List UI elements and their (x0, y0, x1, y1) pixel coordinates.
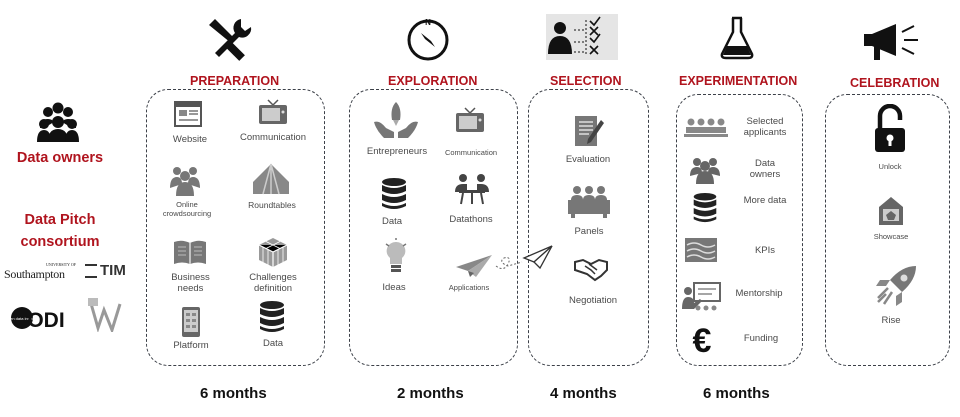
duration-experimentation: 6 months (703, 385, 770, 402)
item-data-exploration: Data (381, 216, 403, 227)
exploration-box (349, 89, 518, 366)
tim-logo: TIM (85, 262, 126, 279)
meeting-icon (455, 174, 489, 205)
item-website: Website (172, 134, 208, 145)
tools-icon (209, 19, 252, 61)
flying-plane-icon (495, 245, 553, 270)
panel-icon (568, 186, 610, 218)
item-applications: Applications (448, 283, 490, 292)
rocket-icon (876, 266, 916, 306)
rocket-hands-icon (374, 102, 418, 138)
evaluation-icon (575, 116, 604, 146)
crowd-icon (170, 167, 200, 196)
item-mentorship: Mentorship (735, 288, 783, 299)
item-rise: Rise (881, 315, 901, 326)
item-roundtables: Roundtables (248, 200, 296, 210)
manager-checklist-icon (546, 14, 618, 60)
svg-text:N: N (425, 18, 431, 27)
item-challenges-definition: Challenges definition (249, 272, 297, 294)
item-kpis: KPIs (754, 245, 776, 256)
consortium-line1: Data Pitch (24, 212, 96, 228)
compass-icon: N (407, 18, 449, 61)
item-online-crowdsourcing: Online crowdsourcing (162, 200, 212, 218)
item-data-preparation: Data (262, 338, 284, 349)
consortium-line2: consortium (20, 234, 100, 250)
item-panels: Panels (574, 226, 604, 237)
unlock-icon (875, 104, 905, 152)
book-icon (174, 240, 206, 264)
mentorship-icon (682, 282, 721, 311)
paper-plane-icon (456, 255, 492, 277)
tv-icon (259, 99, 287, 124)
item-selected-applicants: Selected applicants (743, 116, 787, 138)
handshake-icon (574, 258, 608, 282)
duration-selection: 4 months (550, 385, 617, 402)
item-datathons: Datathons (449, 214, 493, 225)
cube-icon (258, 238, 288, 267)
item-communication: Communication (240, 132, 306, 143)
stage-title-exploration: EXPLORATION (388, 74, 478, 88)
database-icon (260, 301, 284, 332)
duration-exploration: 2 months (397, 385, 464, 402)
tent-icon (253, 163, 289, 195)
item-entrepreneurs: Entrepreneurs (366, 146, 428, 157)
website-icon (174, 101, 202, 127)
tv-icon-2 (456, 107, 484, 132)
showcase-icon (879, 197, 903, 225)
celebration-box (825, 94, 950, 366)
data-owners-label: Data owners (16, 150, 104, 166)
item-ideas: Ideas (382, 282, 406, 293)
item-evaluation: Evaluation (565, 154, 611, 165)
database-icon-2 (382, 178, 406, 209)
item-business-needs: Business needs (171, 272, 210, 294)
stage-title-celebration: CELEBRATION (850, 76, 940, 90)
item-negotiation: Negotiation (568, 295, 618, 306)
data-owners-group-icon (690, 158, 720, 184)
duration-preparation: 6 months (200, 385, 267, 402)
svg-text:€: € (693, 322, 712, 356)
item-funding: Funding (743, 333, 779, 344)
stage-title-selection: SELECTION (550, 74, 622, 88)
svg-text:open data institute: open data institute (10, 316, 39, 321)
odi-mark-icon: open data institute ODI (6, 307, 65, 332)
stage-title-preparation: PREPARATION (190, 74, 280, 88)
item-showcase: Showcase (873, 232, 909, 241)
southampton-logo: UNIVERSITY OF Southampton (4, 262, 76, 281)
odi-logo: open data institute ODI (6, 306, 66, 335)
partner-logo-icon (88, 298, 122, 332)
item-platform: Platform (173, 340, 209, 351)
item-data-owners: Data owners (749, 158, 781, 180)
item-unlock: Unlock (878, 162, 902, 171)
flask-icon (720, 16, 754, 60)
item-more-data: More data (743, 195, 787, 206)
tim-mark-icon (85, 264, 97, 279)
svg-text:ODI: ODI (27, 309, 64, 330)
experimentation-box (676, 94, 803, 366)
tablet-icon (182, 307, 200, 337)
preparation-box (146, 89, 325, 366)
people-group-icon (37, 102, 79, 142)
database-icon-3 (693, 192, 717, 223)
selection-box (528, 89, 649, 366)
selected-applicants-icon (684, 118, 728, 137)
megaphone-icon (864, 24, 918, 60)
euro-icon: € (693, 322, 712, 356)
item-communication-exploration: Communication (444, 148, 498, 157)
kpi-wave-icon (685, 238, 717, 262)
stage-title-experimentation: EXPERIMENTATION (679, 74, 798, 88)
lightbulb-icon (385, 238, 407, 272)
